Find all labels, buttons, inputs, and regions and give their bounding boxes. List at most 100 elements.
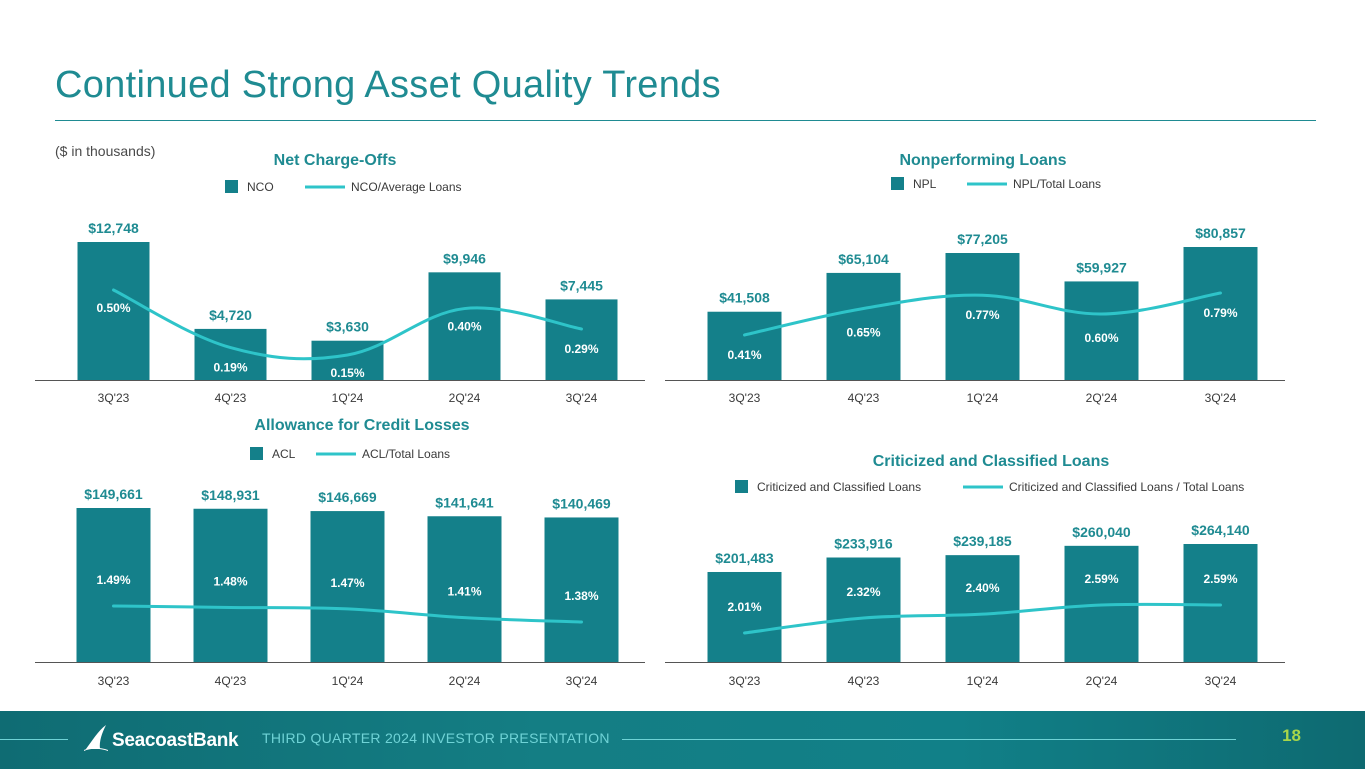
bar-value-label: $41,508 <box>719 290 770 306</box>
chart-title: Net Charge-Offs <box>274 152 397 169</box>
bar <box>544 517 619 662</box>
bar <box>945 253 1020 380</box>
legend-swatch-bar <box>891 177 904 190</box>
x-tick-label: 3Q'24 <box>566 391 598 405</box>
bar <box>76 508 151 662</box>
x-tick-label: 2Q'24 <box>449 391 481 405</box>
chart-title: Nonperforming Loans <box>899 152 1066 169</box>
legend-swatch-bar <box>225 180 238 193</box>
bar <box>545 299 618 380</box>
ratio-value-label: 1.38% <box>564 589 598 603</box>
ratio-value-label: 0.41% <box>727 348 761 362</box>
criticized-classified-loans-chart: Criticized and Classified Loans Criticize… <box>665 445 1285 695</box>
allowance-credit-losses-chart: Allowance for Credit Losses ACL ACL/Total … <box>35 410 645 695</box>
chart-title: Allowance for Credit Losses <box>254 417 469 434</box>
bar-value-label: $239,185 <box>953 533 1012 549</box>
x-tick-label: 3Q'23 <box>98 674 130 688</box>
title-divider <box>55 120 1316 121</box>
bar-value-label: $201,483 <box>715 550 774 566</box>
bar-value-label: $12,748 <box>88 220 139 236</box>
bar <box>77 242 150 380</box>
bar-value-label: $9,946 <box>443 250 486 266</box>
nonperforming-loans-chart: Nonperforming Loans NPL NPL/Total Loans $41… <box>665 145 1285 410</box>
ratio-value-label: 2.59% <box>1084 572 1118 586</box>
ratio-line <box>743 291 1222 337</box>
bar-value-label: $65,104 <box>838 251 889 267</box>
bar-value-label: $59,927 <box>1076 259 1127 275</box>
bar <box>826 557 901 662</box>
chart-title: Criticized and Classified Loans <box>873 453 1110 470</box>
bar <box>1064 281 1139 380</box>
x-tick-label: 4Q'23 <box>848 674 880 688</box>
legend-label-line: NCO/Average Loans <box>351 180 462 194</box>
x-tick-label: 1Q'24 <box>332 391 364 405</box>
x-tick-label: 1Q'24 <box>967 391 999 405</box>
x-tick-label: 2Q'24 <box>1086 674 1118 688</box>
page-title: Continued Strong Asset Quality Trends <box>55 64 721 106</box>
legend-label-bar: Criticized and Classified Loans <box>757 480 921 494</box>
ratio-value-label: 0.15% <box>330 366 364 380</box>
footer-line-left <box>0 739 68 740</box>
legend-label-bar: ACL <box>272 447 296 461</box>
footer-line-right <box>622 739 1236 740</box>
legend-label-bar: NCO <box>247 180 274 194</box>
ratio-value-label: 2.32% <box>846 585 880 599</box>
bar <box>945 555 1020 662</box>
x-tick-label: 3Q'24 <box>566 674 598 688</box>
legend-swatch-bar <box>250 447 263 460</box>
bar-value-label: $3,630 <box>326 319 369 335</box>
x-tick-label: 3Q'23 <box>729 391 761 405</box>
legend-swatch-bar <box>735 480 748 493</box>
ratio-line <box>112 604 583 624</box>
ratio-value-label: 2.01% <box>727 600 761 614</box>
ratio-value-label: 0.50% <box>96 301 130 315</box>
legend-label-bar: NPL <box>913 177 937 191</box>
legend-label-line: NPL/Total Loans <box>1013 177 1101 191</box>
bar-value-label: $140,469 <box>552 495 611 511</box>
bar-value-label: $141,641 <box>435 494 494 510</box>
ratio-line <box>743 602 1222 635</box>
ratio-value-label: 0.79% <box>1203 306 1237 320</box>
x-tick-label: 3Q'24 <box>1205 391 1237 405</box>
x-tick-label: 2Q'24 <box>1086 391 1118 405</box>
x-tick-label: 1Q'24 <box>967 674 999 688</box>
x-tick-label: 2Q'24 <box>449 674 481 688</box>
bar-value-label: $264,140 <box>1191 522 1250 538</box>
x-tick-label: 3Q'23 <box>98 391 130 405</box>
ratio-value-label: 0.60% <box>1084 331 1118 345</box>
chart-legend: NPL NPL/Total Loans <box>891 177 1101 191</box>
ratio-value-label: 1.47% <box>330 576 364 590</box>
footer-bar: SeacoastBank THIRD QUARTER 2024 INVESTOR… <box>0 711 1365 769</box>
bar-value-label: $77,205 <box>957 231 1008 247</box>
bar <box>310 511 385 662</box>
x-tick-label: 1Q'24 <box>332 674 364 688</box>
bar <box>428 272 501 380</box>
ratio-value-label: 0.40% <box>447 320 481 334</box>
ratio-value-label: 2.40% <box>965 581 999 595</box>
ratio-value-label: 0.65% <box>846 325 880 339</box>
bar-value-label: $80,857 <box>1195 225 1246 241</box>
ratio-value-label: 0.77% <box>965 308 999 322</box>
bar <box>1183 544 1258 662</box>
sail-logo-icon <box>84 725 108 751</box>
bar-value-label: $7,445 <box>560 277 603 293</box>
logo-text: SeacoastBank <box>112 730 239 751</box>
footer-text: THIRD QUARTER 2024 INVESTOR PRESENTATION <box>262 730 610 746</box>
units-note: ($ in thousands) <box>55 143 156 159</box>
page-number: 18 <box>1282 726 1301 745</box>
criticized-classified-loans-svg: Criticized and Classified Loans Criticize… <box>665 453 1285 688</box>
ratio-value-label: 0.19% <box>213 361 247 375</box>
chart-legend: ACL ACL/Total Loans <box>250 447 450 461</box>
x-tick-label: 4Q'23 <box>215 674 247 688</box>
bar-value-label: $148,931 <box>201 487 260 503</box>
bar <box>427 516 502 662</box>
bar-value-label: $260,040 <box>1072 524 1131 540</box>
net-charge-offs-chart: Net Charge-Offs NCO NCO/Average Loans $12,7… <box>35 145 645 410</box>
chart-legend: NCO NCO/Average Loans <box>225 180 462 194</box>
bar-value-label: $146,669 <box>318 489 377 505</box>
ratio-value-label: 1.48% <box>213 574 247 588</box>
x-tick-label: 3Q'24 <box>1205 674 1237 688</box>
x-tick-label: 4Q'23 <box>215 391 247 405</box>
bar <box>193 508 268 662</box>
